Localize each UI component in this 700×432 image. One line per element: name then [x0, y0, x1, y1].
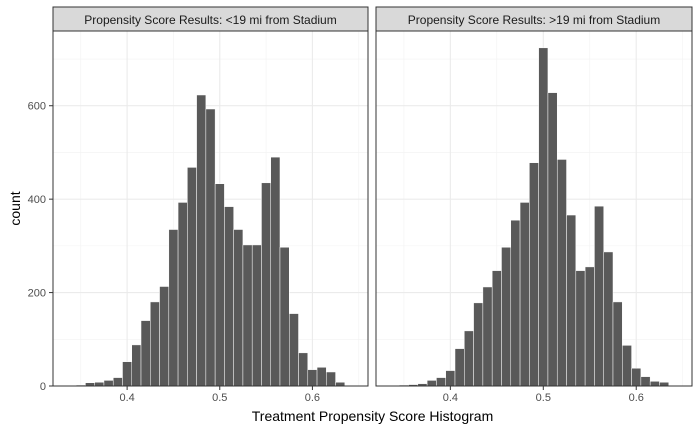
- facet-strip: [52, 6, 369, 32]
- histogram-bar: [289, 313, 299, 387]
- histogram-bar: [631, 368, 642, 387]
- x-tick-label: 0.4: [119, 392, 134, 404]
- histogram-bar: [270, 156, 281, 387]
- histogram-bar: [112, 377, 123, 387]
- histogram-bar: [177, 202, 188, 387]
- x-tick-label: 0.6: [629, 392, 644, 404]
- histogram-bar: [307, 369, 318, 387]
- facet-strip: [375, 6, 693, 32]
- histogram-bar: [316, 367, 327, 387]
- histogram-bar: [122, 361, 132, 387]
- histogram-bar: [510, 219, 521, 387]
- histogram-bar: [298, 352, 309, 387]
- histogram-bar: [214, 183, 225, 387]
- histogram-bar: [131, 344, 142, 387]
- histogram-bar: [436, 377, 446, 387]
- histogram-bar: [426, 380, 437, 387]
- x-tick-label: 0.5: [212, 392, 227, 404]
- histogram-bar: [205, 108, 216, 387]
- x-tick-label: 0.5: [536, 392, 551, 404]
- histogram-bar: [501, 247, 512, 387]
- histogram-bar: [473, 302, 484, 387]
- y-tick-label: 400: [28, 194, 46, 206]
- histogram-bar: [168, 229, 179, 387]
- y-tick-label: 200: [28, 288, 46, 300]
- panel-border: [375, 30, 693, 387]
- facet-strip-label: Propensity Score Results: <19 mi from St…: [84, 13, 336, 27]
- histogram-bar: [575, 270, 586, 387]
- histogram-bar: [594, 205, 604, 387]
- histogram-bar: [335, 382, 346, 387]
- histogram-bar: [482, 286, 493, 387]
- histogram-bar: [279, 247, 290, 387]
- histogram-bar: [103, 380, 114, 387]
- y-tick-label: 0: [40, 381, 46, 393]
- histogram-bar: [491, 270, 502, 387]
- histogram-bar: [464, 330, 474, 387]
- histogram-bar: [233, 229, 244, 387]
- y-tick-label: 600: [28, 101, 46, 113]
- histogram-bar: [251, 244, 262, 387]
- facet-strip-label: Propensity Score Results: >19 mi from St…: [408, 13, 660, 27]
- histogram-bar: [612, 301, 623, 387]
- histogram-bar: [224, 206, 234, 387]
- histogram-bar: [94, 382, 105, 387]
- panel-border: [52, 30, 369, 387]
- y-axis-title: count: [7, 191, 23, 225]
- histogram-bar: [566, 214, 577, 387]
- histogram-bar: [622, 345, 632, 387]
- x-axis-title: Treatment Propensity Score Histogram: [252, 408, 493, 424]
- histogram-bar: [556, 159, 567, 387]
- histogram-bar: [445, 370, 456, 387]
- histogram-bar: [261, 182, 271, 387]
- histogram-bar: [547, 92, 558, 387]
- histogram-bar: [529, 162, 539, 387]
- histogram-bar: [196, 94, 207, 387]
- histogram-bar: [659, 382, 670, 387]
- histogram-bar: [454, 348, 465, 387]
- histogram-bar: [519, 202, 530, 387]
- histogram-bar: [326, 371, 336, 387]
- histogram-bar: [640, 376, 651, 387]
- x-tick-label: 0.6: [305, 392, 320, 404]
- histogram-bar: [538, 47, 549, 387]
- histogram-bar: [242, 244, 253, 387]
- histogram-bar: [649, 381, 660, 387]
- histogram-bar: [150, 301, 160, 387]
- histogram-bar: [603, 251, 614, 387]
- histogram-bar: [140, 320, 151, 387]
- histogram-bar: [187, 167, 197, 387]
- histogram-bar: [584, 266, 595, 387]
- x-tick-label: 0.4: [443, 392, 458, 404]
- histogram-bar: [159, 286, 170, 387]
